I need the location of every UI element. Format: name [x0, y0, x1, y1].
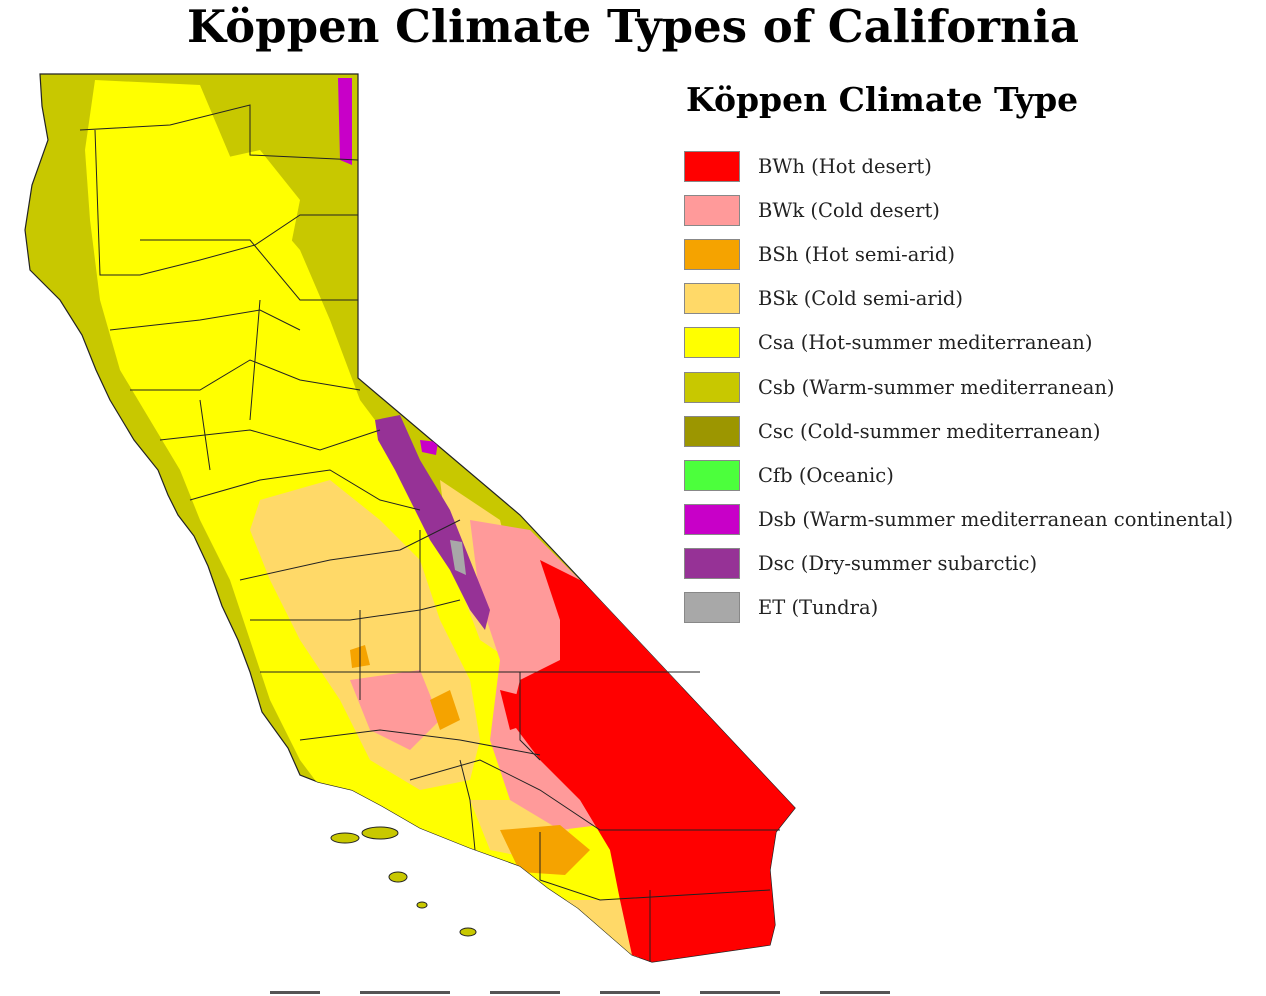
legend-label: Csc (Cold-summer mediterranean) [758, 419, 1101, 443]
legend-item: Csc (Cold-summer mediterranean) [684, 409, 1264, 453]
legend-item: ET (Tundra) [684, 586, 1264, 630]
legend-label: Dsc (Dry-summer subarctic) [758, 552, 1038, 576]
legend-label: Cfb (Oceanic) [758, 463, 894, 487]
legend-swatch [684, 150, 740, 182]
legend-item: BWk (Cold desert) [684, 188, 1264, 232]
zone-bsh [500, 825, 590, 875]
climate-map [24, 73, 796, 963]
page-title: Köppen Climate Types of California [187, 0, 1079, 53]
legend-label: BWh (Hot desert) [758, 154, 932, 178]
legend-swatch [684, 459, 740, 491]
legend-label: BWk (Cold desert) [758, 198, 940, 222]
legend: Köppen Climate Type BWh (Hot desert) BWk … [684, 78, 1264, 630]
zone-bwh [510, 560, 795, 962]
legend-label: Dsb (Warm-summer mediterranean continent… [758, 508, 1234, 532]
legend-swatch [684, 283, 740, 315]
legend-label: BSh (Hot semi-arid) [758, 242, 955, 266]
legend-item: BWh (Hot desert) [684, 144, 1264, 188]
legend-item: BSh (Hot semi-arid) [684, 232, 1264, 276]
legend-swatch [684, 415, 740, 447]
legend-item: Dsb (Warm-summer mediterranean continent… [684, 498, 1264, 542]
legend-label: Csa (Hot-summer mediterranean) [758, 331, 1093, 355]
legend-swatch [684, 548, 740, 580]
county-lines [79, 104, 780, 962]
zone-dsb [420, 440, 438, 455]
legend-swatch [684, 371, 740, 403]
legend-swatch [684, 592, 740, 624]
legend-item: Dsc (Dry-summer subarctic) [684, 542, 1264, 586]
zone-et [450, 540, 466, 575]
legend-item: BSk (Cold semi-arid) [684, 277, 1264, 321]
channel-islands [330, 826, 477, 937]
legend-title: Köppen Climate Type [686, 80, 1079, 119]
legend-swatch [684, 194, 740, 226]
legend-item: Cfb (Oceanic) [684, 453, 1264, 497]
zone-dsc [375, 415, 490, 630]
legend-label: BSk (Cold semi-arid) [758, 287, 964, 311]
legend-label: Csb (Warm-summer mediterranean) [758, 375, 1115, 399]
legend-swatch [684, 238, 740, 270]
legend-item: Csb (Warm-summer mediterranean) [684, 365, 1264, 409]
legend-items: BWh (Hot desert) BWk (Cold desert) BSh (Ho… [684, 144, 1264, 630]
legend-swatch [684, 327, 740, 359]
legend-label: ET (Tundra) [758, 596, 879, 620]
legend-item: Csa (Hot-summer mediterranean) [684, 321, 1264, 365]
legend-swatch [684, 504, 740, 536]
footer-cutoff-text [270, 982, 1150, 996]
